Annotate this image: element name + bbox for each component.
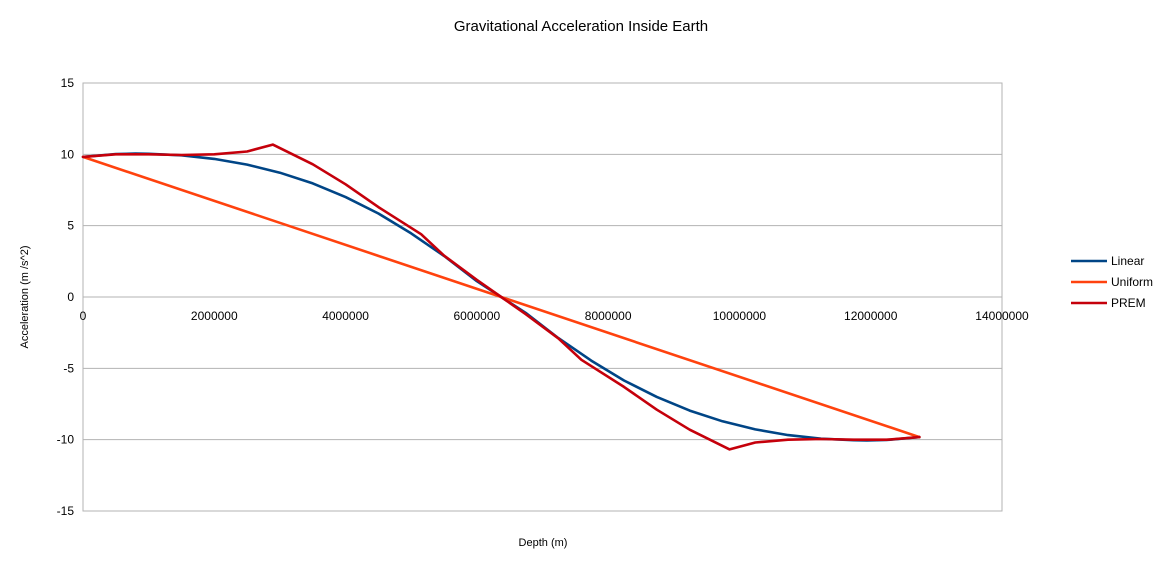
legend-label-uniform: Uniform (1111, 275, 1153, 289)
x-tick-label: 2000000 (191, 309, 238, 323)
series-line-prem (81, 143, 921, 451)
x-tick-label: 0 (80, 309, 87, 323)
y-axis-label: Acceleration (m /s^2) (19, 246, 31, 349)
legend-label-prem: PREM (1111, 296, 1146, 310)
y-tick-label: 5 (67, 219, 74, 233)
x-axis-label: Depth (m) (519, 537, 568, 549)
y-tick-label: 15 (61, 76, 75, 90)
x-tick-label: 4000000 (322, 309, 369, 323)
x-tick-label: 8000000 (585, 309, 632, 323)
x-tick-label: 6000000 (453, 309, 500, 323)
x-tick-label: 12000000 (844, 309, 898, 323)
y-tick-label: 0 (67, 290, 74, 304)
y-tick-label: -10 (57, 433, 75, 447)
series-layer (81, 143, 921, 451)
legend-label-linear: Linear (1111, 254, 1144, 268)
y-tick-label: 10 (61, 147, 75, 161)
y-tick-label: -15 (57, 504, 75, 518)
plot-frame (82, 82, 1003, 512)
chart-title: Gravitational Acceleration Inside Earth (454, 18, 708, 35)
x-tick-label: 10000000 (713, 309, 767, 323)
y-tick-label: -5 (63, 361, 74, 375)
x-tick-labels: 0 2000000 4000000 6000000 8000000 10000000 120… (80, 309, 1029, 323)
legend: Linear Uniform PREM (1071, 254, 1153, 310)
y-tick-labels: -15 -10 -5 0 5 10 15 (57, 76, 75, 518)
x-tick-label: 14000000 (975, 309, 1029, 323)
grid-layer (83, 82, 1002, 512)
